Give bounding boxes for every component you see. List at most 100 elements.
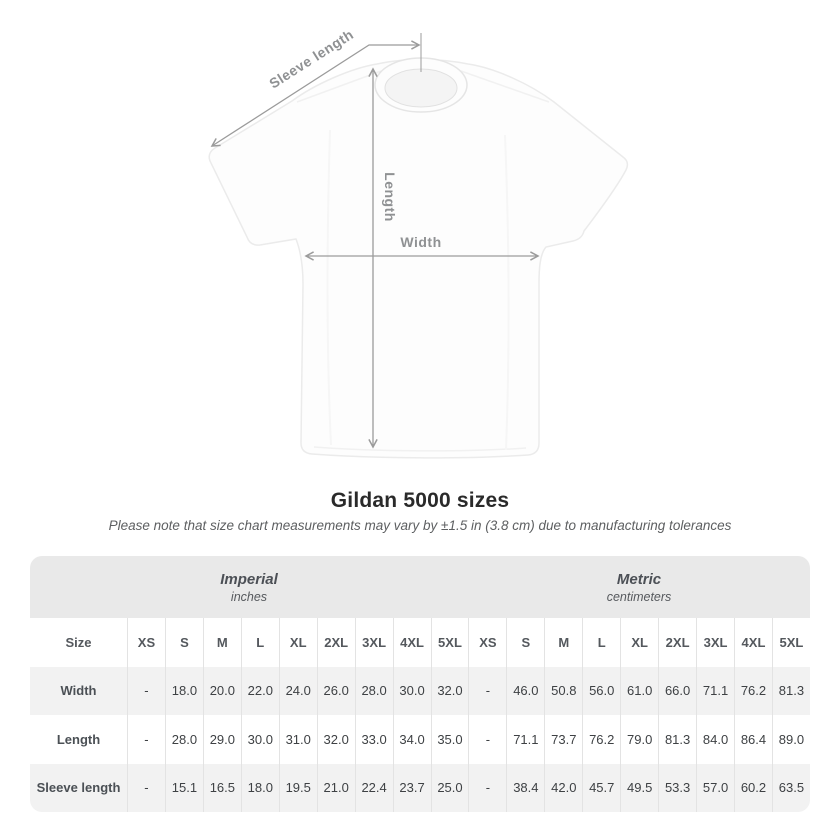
size-col-header: XL [278, 618, 317, 667]
value-cell: 33.0 [354, 715, 393, 764]
value-cell: 32.0 [430, 666, 469, 715]
value-cell: - [127, 715, 165, 764]
size-col-header: L [582, 618, 620, 667]
size-col-header: 4XL [392, 618, 431, 667]
row-label: Width [60, 683, 97, 699]
value-cell: 76.2 [734, 666, 772, 715]
value-cell: 22.4 [354, 763, 393, 812]
value-cell: - [127, 666, 165, 715]
width-row: Width - 18.0 20.0 22.0 24.0 26.0 28.0 30… [30, 666, 810, 715]
row-label: Length [56, 731, 101, 747]
size-col-header: S [164, 618, 203, 667]
value-cell: 53.3 [658, 763, 696, 812]
value-cell: 38.4 [506, 763, 544, 812]
value-cell: 60.2 [734, 763, 772, 812]
value-cell: 18.0 [240, 763, 279, 812]
size-col-header: 3XL [696, 618, 734, 667]
sleeve-length-arrow [210, 40, 421, 147]
size-table: Imperial inches Metric centimeters Size … [30, 556, 810, 812]
value-cell: 57.0 [696, 763, 734, 812]
value-cell: 76.2 [582, 715, 620, 764]
value-cell: 35.0 [430, 715, 469, 764]
value-cell: 30.0 [392, 666, 431, 715]
value-cell: 71.1 [506, 715, 544, 764]
size-col-header: 5XL [430, 618, 469, 667]
value-cell: 73.7 [544, 715, 582, 764]
value-cell: 45.7 [582, 763, 620, 812]
collar-opening [384, 68, 458, 108]
size-col-header: 4XL [734, 618, 772, 667]
page-title: Gildan 5000 sizes [330, 489, 510, 512]
value-cell: 66.0 [658, 666, 696, 715]
value-cell: 28.0 [354, 666, 393, 715]
value-cell: - [127, 763, 165, 812]
size-col-header: 2XL [316, 618, 355, 667]
value-cell: - [468, 763, 506, 812]
size-col-header: M [544, 618, 582, 667]
tshirt-body [208, 58, 629, 459]
value-cell: 15.1 [164, 763, 203, 812]
value-cell: 19.5 [278, 763, 317, 812]
metric-section-header: Metric centimeters [468, 556, 810, 618]
value-cell: 28.0 [164, 715, 203, 764]
value-cell: 29.0 [202, 715, 241, 764]
length-row: Length - 28.0 29.0 30.0 31.0 32.0 33.0 3… [30, 715, 810, 764]
value-cell: 84.0 [696, 715, 734, 764]
value-cell: 21.0 [316, 763, 355, 812]
value-cell: 31.0 [278, 715, 317, 764]
body-wrinkle [326, 129, 332, 446]
value-cell: 32.0 [316, 715, 355, 764]
metric-unit: centimeters [606, 589, 672, 604]
width-label: Width [400, 234, 441, 250]
value-cell: 24.0 [278, 666, 317, 715]
metric-label: Metric [616, 570, 662, 588]
sleeve-length-row: Sleeve length - 15.1 16.5 18.0 19.5 21.0… [30, 763, 810, 812]
size-header-cell: Size [65, 634, 92, 650]
value-cell: 81.3 [658, 715, 696, 764]
value-cell: 71.1 [696, 666, 734, 715]
units-header-band: Imperial inches Metric centimeters [30, 556, 810, 618]
value-cell: 30.0 [240, 715, 279, 764]
value-cell: 63.5 [771, 763, 810, 812]
hem-seam [313, 446, 527, 452]
size-col-header: 3XL [354, 618, 393, 667]
size-col-header: XS [468, 618, 506, 667]
value-cell: 22.0 [240, 666, 279, 715]
value-cell: 34.0 [392, 715, 431, 764]
size-col-header: L [240, 618, 279, 667]
length-label: Length [382, 172, 398, 222]
value-cell: 16.5 [202, 763, 241, 812]
dimension-arrows [210, 33, 540, 449]
value-cell: 23.7 [392, 763, 431, 812]
value-cell: 61.0 [620, 666, 658, 715]
tshirt-illustration [208, 57, 629, 459]
size-col-header: 2XL [658, 618, 696, 667]
value-cell: 42.0 [544, 763, 582, 812]
size-col-header: S [506, 618, 544, 667]
value-cell: 25.0 [430, 763, 469, 812]
value-cell: 89.0 [771, 715, 810, 764]
imperial-section-header: Imperial inches [30, 556, 468, 618]
size-header-row: Size XS S M L XL 2XL 3XL 4XL 5XL XS S M … [30, 618, 810, 667]
body-wrinkle [504, 134, 510, 451]
shoulder-seam-right [460, 70, 550, 103]
value-cell: 49.5 [620, 763, 658, 812]
value-cell: - [468, 666, 506, 715]
tolerance-note: Please note that size chart measurements… [108, 518, 732, 533]
imperial-label: Imperial [220, 570, 278, 588]
size-col-header: M [202, 618, 241, 667]
value-cell: 26.0 [316, 666, 355, 715]
value-cell: 79.0 [620, 715, 658, 764]
tshirt-measurement-diagram: Width Length Sleeve length [208, 26, 629, 459]
imperial-unit: inches [230, 589, 268, 604]
value-cell: 81.3 [771, 666, 810, 715]
value-cell: 56.0 [582, 666, 620, 715]
row-label: Sleeve length [36, 780, 121, 796]
value-cell: 50.8 [544, 666, 582, 715]
size-col-header: XL [620, 618, 658, 667]
value-cell: 20.0 [202, 666, 241, 715]
value-cell: 46.0 [506, 666, 544, 715]
value-cell: - [468, 715, 506, 764]
value-cell: 86.4 [734, 715, 772, 764]
